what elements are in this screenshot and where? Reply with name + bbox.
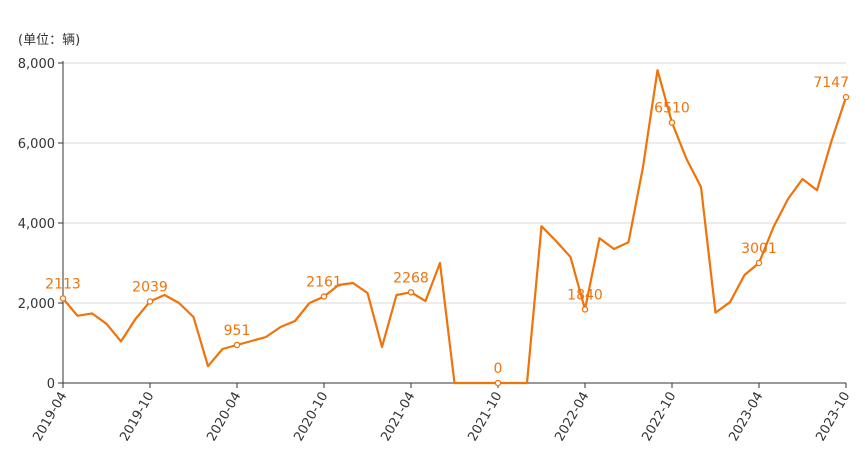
data-label: 2039 — [132, 279, 168, 295]
data-point-marker — [668, 119, 676, 126]
data-label: 1840 — [567, 287, 603, 303]
x-tick-label: 2021-10 — [465, 390, 505, 445]
data-label-layer: 2113 2039 951 2161 2268 0 1840 6510 3001 7147 — [45, 75, 849, 377]
x-tick-label: 2020-04 — [204, 390, 244, 445]
data-point-marker — [146, 298, 154, 305]
data-point-marker — [407, 289, 415, 296]
y-tick-label: 8,000 — [18, 57, 55, 72]
series-layer — [59, 69, 850, 387]
data-point-marker — [233, 341, 241, 349]
data-label: 2161 — [306, 275, 342, 291]
data-point-marker — [320, 293, 328, 300]
data-point-marker — [581, 306, 589, 313]
x-tick-label: 2023-04 — [726, 390, 766, 445]
series-line — [62, 69, 848, 385]
x-tick-label: 2021-04 — [378, 390, 418, 445]
data-point-marker — [494, 379, 502, 387]
y-tick-label: 4,000 — [18, 217, 55, 232]
x-tick-label: 2019-04 — [30, 390, 70, 445]
data-label: 2268 — [393, 270, 429, 286]
unit-label: (单位：辆) — [18, 33, 80, 48]
data-label: 0 — [494, 361, 503, 377]
grid-layer — [63, 62, 846, 304]
x-tick-label: 2022-10 — [639, 390, 679, 445]
data-label: 7147 — [813, 75, 849, 91]
y-tick-label: 6,000 — [18, 137, 55, 152]
x-tick-label: 2022-04 — [552, 390, 592, 445]
data-label: 2113 — [45, 276, 81, 292]
data-point-marker — [59, 295, 67, 302]
x-tick-label: 2019-10 — [117, 390, 157, 445]
axis-layer: 0 2,000 4,000 6,000 8,000 2019-04 2019-10 2020-… — [18, 57, 854, 444]
y-tick-label: 2,000 — [18, 297, 55, 312]
data-point-marker — [842, 93, 850, 101]
data-label: 6510 — [654, 101, 690, 117]
data-label: 3001 — [741, 241, 777, 257]
x-tick-label: 2020-10 — [291, 390, 331, 445]
data-label: 951 — [224, 323, 251, 339]
y-tick-label: 0 — [47, 377, 55, 392]
x-tick-label: 2023-10 — [813, 390, 853, 445]
data-point-marker — [755, 259, 763, 267]
